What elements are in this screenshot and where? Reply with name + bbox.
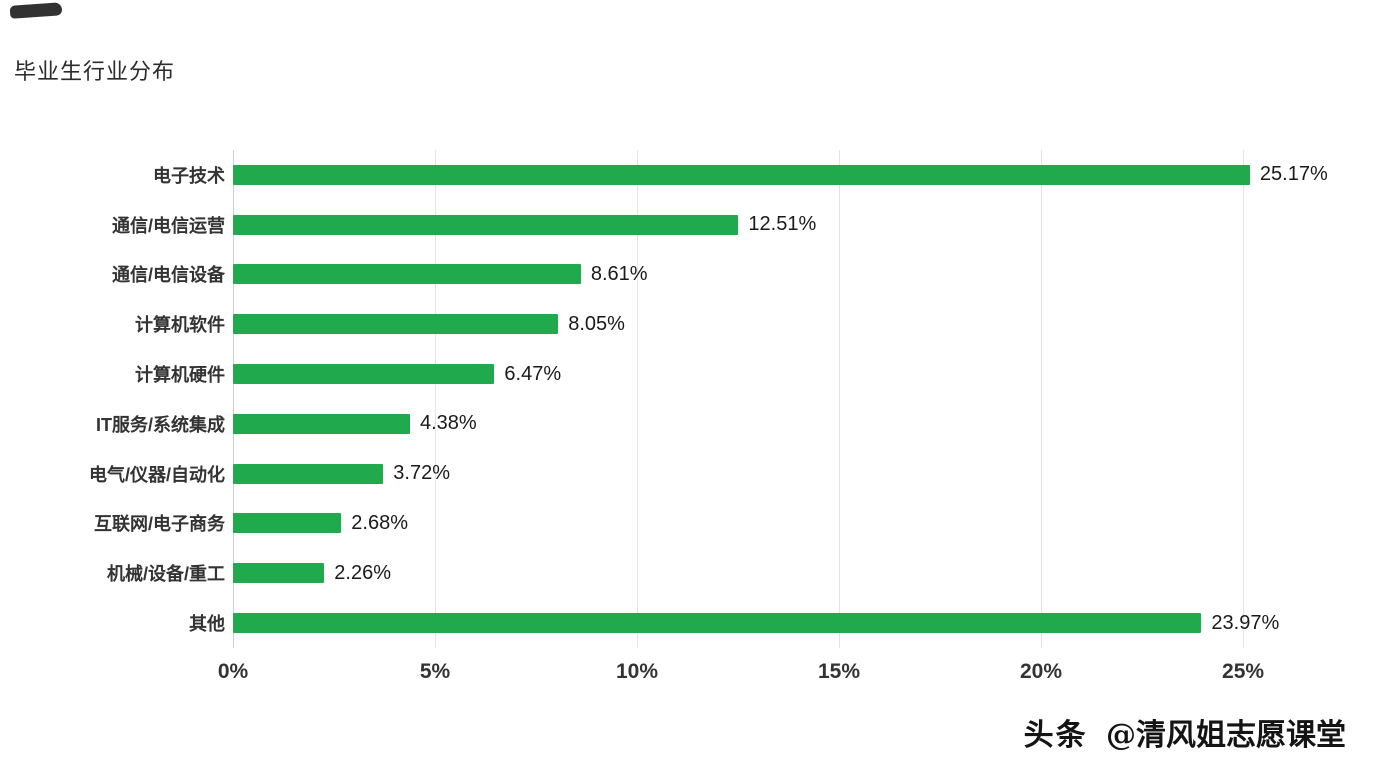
category-label: 计算机软件 [135, 315, 225, 336]
bar [233, 563, 325, 584]
plot-area: 25.17% 12.51% 8.61% 8.05% 6.47% 4.38% 3.72% 2.6… [233, 150, 1340, 648]
bar-row: 3.72% [233, 449, 1340, 499]
bar-row: 4.38% [233, 399, 1340, 449]
bar-row: 25.17% [233, 150, 1340, 200]
bar-value-label: 3.72% [393, 462, 450, 485]
bar-row: 2.68% [233, 499, 1340, 549]
category-label: 通信/电信运营 [111, 215, 225, 236]
category-label: 机械/设备/重工 [106, 564, 225, 585]
bar-row: 23.97% [233, 598, 1340, 648]
bar [233, 364, 495, 385]
bar-value-label: 8.05% [568, 312, 625, 335]
bar [233, 463, 384, 484]
gridline [637, 150, 638, 648]
bar [233, 613, 1202, 634]
category-label: 通信/电信设备 [111, 265, 225, 286]
bar-rows: 25.17% 12.51% 8.61% 8.05% 6.47% 4.38% 3.72% 2.6… [233, 150, 1340, 648]
category-label: 计算机硬件 [135, 365, 225, 386]
category-label: 电气/仪器/自动化 [88, 464, 225, 485]
x-axis: 0% 5% 10% 15% 20% 25% [218, 660, 1340, 692]
x-tick-label: 15% [818, 660, 861, 683]
bar [233, 264, 581, 285]
x-tick-label: 5% [419, 660, 451, 683]
bar [233, 314, 559, 335]
bar-row: 6.47% [233, 349, 1340, 399]
bar-value-label: 4.38% [419, 412, 477, 435]
bar [233, 513, 342, 534]
gridline [1041, 150, 1043, 648]
category-label: 互联网/电子商务 [93, 514, 225, 535]
x-tick-label: 25% [1222, 660, 1265, 683]
bar [233, 413, 410, 434]
category-label: 其他 [189, 614, 225, 635]
corner-mark-decoration [9, 2, 63, 19]
bar-row: 12.51% [233, 200, 1340, 250]
gridline [233, 150, 234, 648]
bar-value-label: 12.51% [748, 213, 817, 236]
category-label: IT服务/系统集成 [96, 414, 225, 435]
watermark-brand: 头条 [1023, 719, 1088, 752]
bar-value-label: 8.61% [590, 262, 648, 285]
bar-value-label: 25.17% [1259, 163, 1328, 186]
bar [233, 164, 1250, 185]
gridline [839, 150, 841, 648]
gridline [435, 150, 436, 648]
bar [233, 214, 739, 235]
bar-value-label: 6.47% [504, 362, 562, 385]
bar-value-label: 2.68% [351, 511, 408, 534]
x-tick-label: 10% [615, 660, 659, 683]
x-tick-label: 0% [217, 660, 249, 683]
watermark: 头条 @清风姐志愿课堂 [1024, 710, 1346, 754]
bar-row: 8.05% [233, 299, 1340, 349]
bar-value-label: 23.97% [1211, 611, 1280, 634]
watermark-handle: @清风姐志愿课堂 [1106, 718, 1346, 753]
x-tick-label: 20% [1020, 660, 1063, 683]
bar-row: 8.61% [233, 250, 1340, 300]
category-label: 电子技术 [153, 165, 225, 186]
gridline [1243, 150, 1245, 648]
category-axis: 电子技术通信/电信运营 通信/电信设备计算机软件计算机硬件 IT服务/系统集成电气/… [0, 150, 225, 648]
bar-value-label: 2.26% [334, 561, 392, 584]
chart-title: 毕业生行业分布 [14, 59, 176, 84]
bar-row: 2.26% [233, 548, 1340, 598]
